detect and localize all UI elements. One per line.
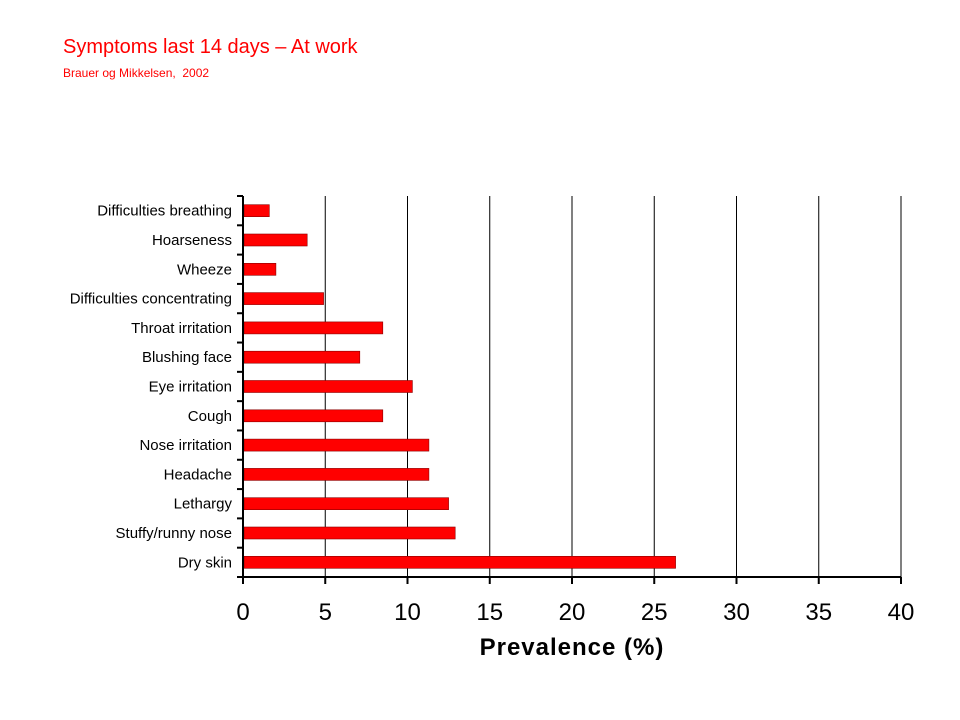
category-label: Blushing face bbox=[142, 349, 232, 366]
x-tick-label: 35 bbox=[805, 599, 832, 626]
category-label: Eye irritation bbox=[149, 379, 232, 396]
bar bbox=[243, 262, 277, 276]
bar bbox=[243, 438, 430, 452]
bar bbox=[243, 321, 384, 335]
x-tick-label: 15 bbox=[476, 599, 503, 626]
chart-subtitle: Brauer og Mikkelsen, 2002 bbox=[63, 66, 210, 80]
category-label: Lethargy bbox=[174, 496, 233, 513]
bar bbox=[243, 380, 413, 393]
category-label: Cough bbox=[188, 408, 232, 425]
category-labels: Difficulties breathing Hoarseness Wheeze Di… bbox=[70, 203, 233, 572]
x-tick-label: 40 bbox=[888, 599, 915, 626]
category-label: Stuffy/runny nose bbox=[116, 525, 232, 542]
x-axis-label: Prevalence (%) bbox=[480, 634, 665, 661]
category-label: Nose irritation bbox=[139, 437, 232, 454]
category-label: Throat irritation bbox=[131, 320, 232, 337]
bar bbox=[243, 350, 361, 364]
x-tick-label: 20 bbox=[559, 599, 586, 626]
bar bbox=[243, 555, 676, 569]
category-label: Dry skin bbox=[178, 554, 232, 571]
category-label: Headache bbox=[164, 466, 232, 483]
bar bbox=[243, 204, 270, 217]
bar bbox=[243, 409, 384, 423]
bar bbox=[243, 497, 449, 511]
bar bbox=[243, 292, 324, 305]
bar bbox=[243, 468, 430, 481]
bar bbox=[243, 233, 308, 247]
x-tick-label: 30 bbox=[723, 599, 750, 626]
bars bbox=[243, 204, 676, 569]
category-label: Wheeze bbox=[177, 261, 232, 278]
category-label: Difficulties concentrating bbox=[70, 291, 232, 308]
x-tick-labels: 0 5 10 15 20 25 30 35 40 bbox=[236, 599, 914, 626]
x-tick-label: 10 bbox=[394, 599, 421, 626]
bar bbox=[243, 526, 456, 540]
category-label: Hoarseness bbox=[152, 232, 232, 249]
category-label: Difficulties breathing bbox=[97, 203, 232, 220]
x-tick-label: 0 bbox=[236, 599, 249, 626]
chart-title: Symptoms last 14 days – At work bbox=[63, 36, 358, 58]
axes bbox=[237, 195, 902, 584]
x-tick-label: 5 bbox=[319, 599, 332, 626]
x-tick-label: 25 bbox=[641, 599, 668, 626]
